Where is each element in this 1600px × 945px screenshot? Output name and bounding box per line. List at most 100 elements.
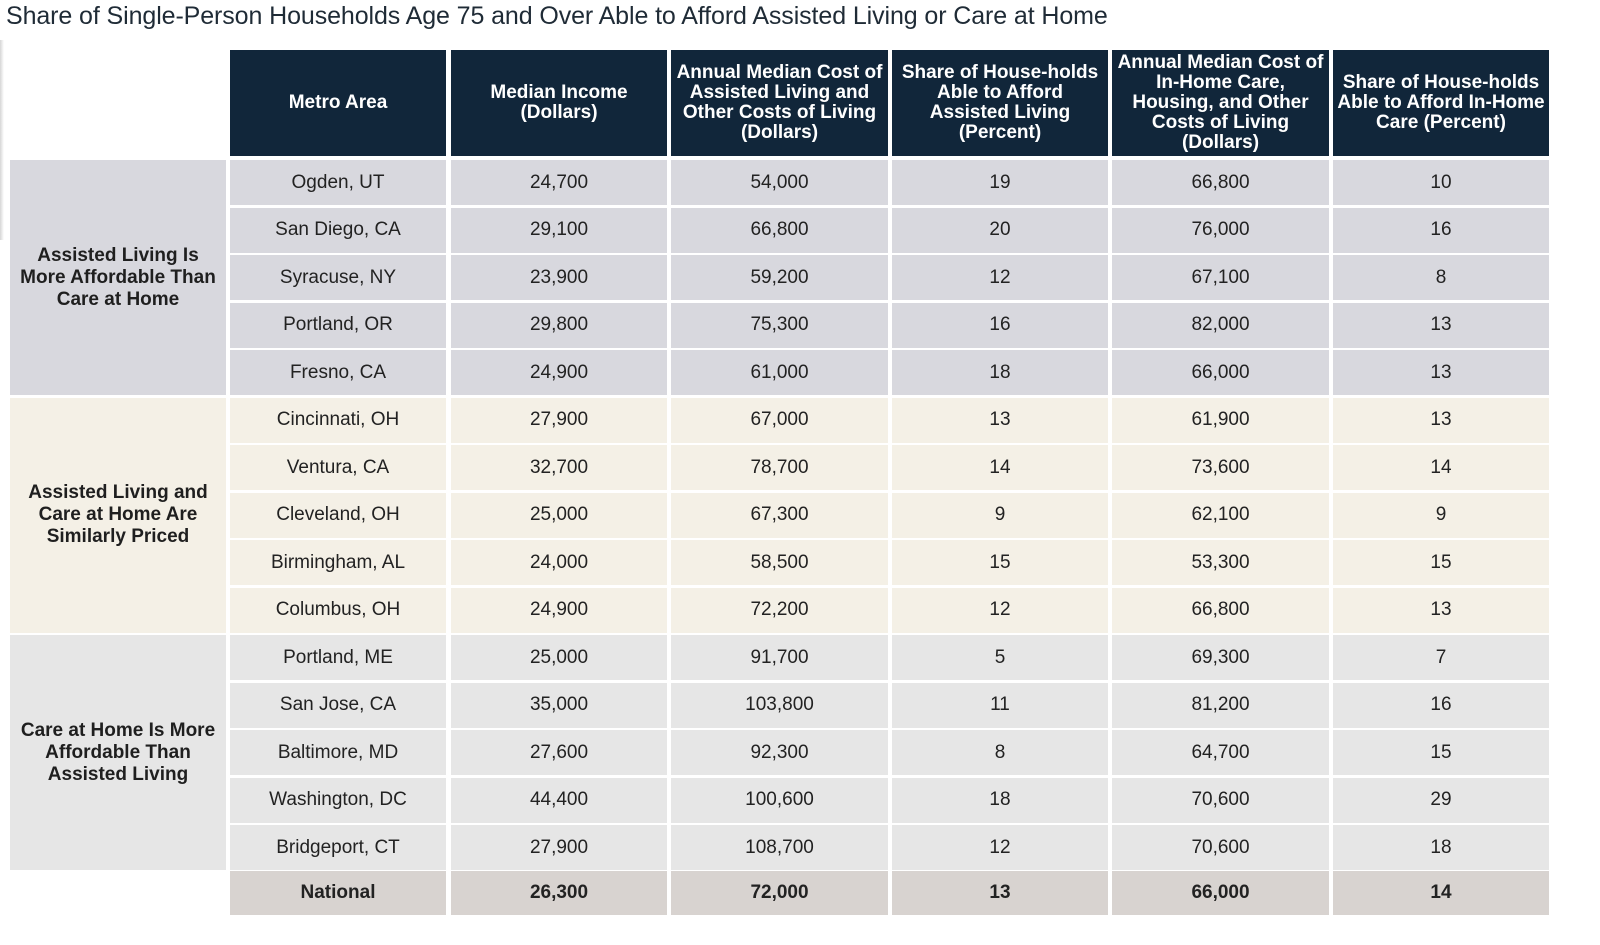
- table-cell: 66,800: [1112, 160, 1329, 205]
- table-cell: 13: [1333, 302, 1549, 348]
- table-cell: 67,300: [671, 492, 888, 538]
- table-cell: 53,300: [1112, 540, 1329, 585]
- table-cell: 70,600: [1112, 777, 1329, 823]
- table-cell: 8: [892, 730, 1108, 775]
- table-cell: 62,100: [1112, 492, 1329, 538]
- table-cell: 29,100: [451, 207, 667, 253]
- table-cell: 66,800: [671, 207, 888, 253]
- edge-shadow: [0, 40, 4, 240]
- column-header: Annual Median Cost of Assisted Living an…: [671, 50, 888, 156]
- table-cell: 5: [892, 635, 1108, 680]
- national-cell: 26,300: [451, 871, 667, 915]
- metro-area-cell: Cincinnati, OH: [230, 397, 446, 443]
- metro-area-cell: Washington, DC: [230, 777, 446, 823]
- table-cell: 82,000: [1112, 302, 1329, 348]
- metro-area-cell: Ogden, UT: [230, 160, 446, 205]
- column-header: Median Income (Dollars): [451, 50, 667, 156]
- group-label: Assisted Living and Care at Home Are Sim…: [10, 397, 226, 633]
- national-cell: 14: [1333, 871, 1549, 915]
- metro-area-cell: Birmingham, AL: [230, 540, 446, 585]
- table-cell: 58,500: [671, 540, 888, 585]
- national-cell: 72,000: [671, 871, 888, 915]
- table-cell: 19: [892, 160, 1108, 205]
- metro-area-cell: Syracuse, NY: [230, 255, 446, 300]
- table-cell: 61,000: [671, 350, 888, 395]
- metro-area-cell: Baltimore, MD: [230, 730, 446, 775]
- table-cell: 75,300: [671, 302, 888, 348]
- column-header: Share of House-holds Able to Afford In-H…: [1333, 50, 1549, 156]
- metro-area-cell: Cleveland, OH: [230, 492, 446, 538]
- table-cell: 25,000: [451, 492, 667, 538]
- table-cell: 15: [1333, 540, 1549, 585]
- table-cell: 29,800: [451, 302, 667, 348]
- group-label: Care at Home Is More Affordable Than Ass…: [10, 635, 226, 870]
- table-cell: 32,700: [451, 445, 667, 490]
- table-cell: 54,000: [671, 160, 888, 205]
- metro-area-cell: Columbus, OH: [230, 587, 446, 633]
- table-cell: 15: [1333, 730, 1549, 775]
- column-header: Metro Area: [230, 50, 446, 156]
- table-cell: 108,700: [671, 825, 888, 870]
- table-cell: 61,900: [1112, 397, 1329, 443]
- table-cell: 100,600: [671, 777, 888, 823]
- table-cell: 24,900: [451, 350, 667, 395]
- table-cell: 16: [1333, 207, 1549, 253]
- table-cell: 73,600: [1112, 445, 1329, 490]
- table-cell: 13: [1333, 350, 1549, 395]
- table-cell: 18: [892, 777, 1108, 823]
- table-cell: 78,700: [671, 445, 888, 490]
- table-cell: 29: [1333, 777, 1549, 823]
- metro-area-cell: San Jose, CA: [230, 682, 446, 728]
- table-cell: 24,900: [451, 587, 667, 633]
- table-cell: 18: [892, 350, 1108, 395]
- table-cell: 24,000: [451, 540, 667, 585]
- table-cell: 24,700: [451, 160, 667, 205]
- national-cell: 13: [892, 871, 1108, 915]
- table-cell: 67,100: [1112, 255, 1329, 300]
- table-cell: 14: [1333, 445, 1549, 490]
- table-cell: 15: [892, 540, 1108, 585]
- table-cell: 16: [1333, 682, 1549, 728]
- table-cell: 11: [892, 682, 1108, 728]
- table-cell: 23,900: [451, 255, 667, 300]
- table-cell: 72,200: [671, 587, 888, 633]
- table-cell: 44,400: [451, 777, 667, 823]
- table-cell: 35,000: [451, 682, 667, 728]
- group-label: Assisted Living Is More Affordable Than …: [10, 160, 226, 395]
- table-cell: 13: [1333, 397, 1549, 443]
- table-cell: 10: [1333, 160, 1549, 205]
- table-cell: 91,700: [671, 635, 888, 680]
- table-cell: 25,000: [451, 635, 667, 680]
- table-cell: 70,600: [1112, 825, 1329, 870]
- table-cell: 9: [892, 492, 1108, 538]
- table-cell: 27,600: [451, 730, 667, 775]
- table-cell: 13: [1333, 587, 1549, 633]
- table-cell: 12: [892, 255, 1108, 300]
- table-cell: 20: [892, 207, 1108, 253]
- chart-title: Share of Single-Person Households Age 75…: [6, 2, 1108, 30]
- metro-area-cell: Bridgeport, CT: [230, 825, 446, 870]
- table-cell: 13: [892, 397, 1108, 443]
- table-cell: 69,300: [1112, 635, 1329, 680]
- table-cell: 18: [1333, 825, 1549, 870]
- table-cell: 64,700: [1112, 730, 1329, 775]
- table-cell: 27,900: [451, 825, 667, 870]
- table-cell: 76,000: [1112, 207, 1329, 253]
- table-cell: 12: [892, 587, 1108, 633]
- table-cell: 8: [1333, 255, 1549, 300]
- table-cell: 103,800: [671, 682, 888, 728]
- table-cell: 66,000: [1112, 350, 1329, 395]
- metro-area-cell: Ventura, CA: [230, 445, 446, 490]
- national-cell: 66,000: [1112, 871, 1329, 915]
- column-header: Share of House-holds Able to Afford Assi…: [892, 50, 1108, 156]
- column-header: Annual Median Cost of In-Home Care, Hous…: [1112, 50, 1329, 156]
- table-cell: 16: [892, 302, 1108, 348]
- table-cell: 14: [892, 445, 1108, 490]
- metro-area-cell: Fresno, CA: [230, 350, 446, 395]
- table-cell: 9: [1333, 492, 1549, 538]
- metro-area-cell: San Diego, CA: [230, 207, 446, 253]
- table-cell: 7: [1333, 635, 1549, 680]
- table-cell: 67,000: [671, 397, 888, 443]
- metro-area-cell: Portland, OR: [230, 302, 446, 348]
- table-cell: 27,900: [451, 397, 667, 443]
